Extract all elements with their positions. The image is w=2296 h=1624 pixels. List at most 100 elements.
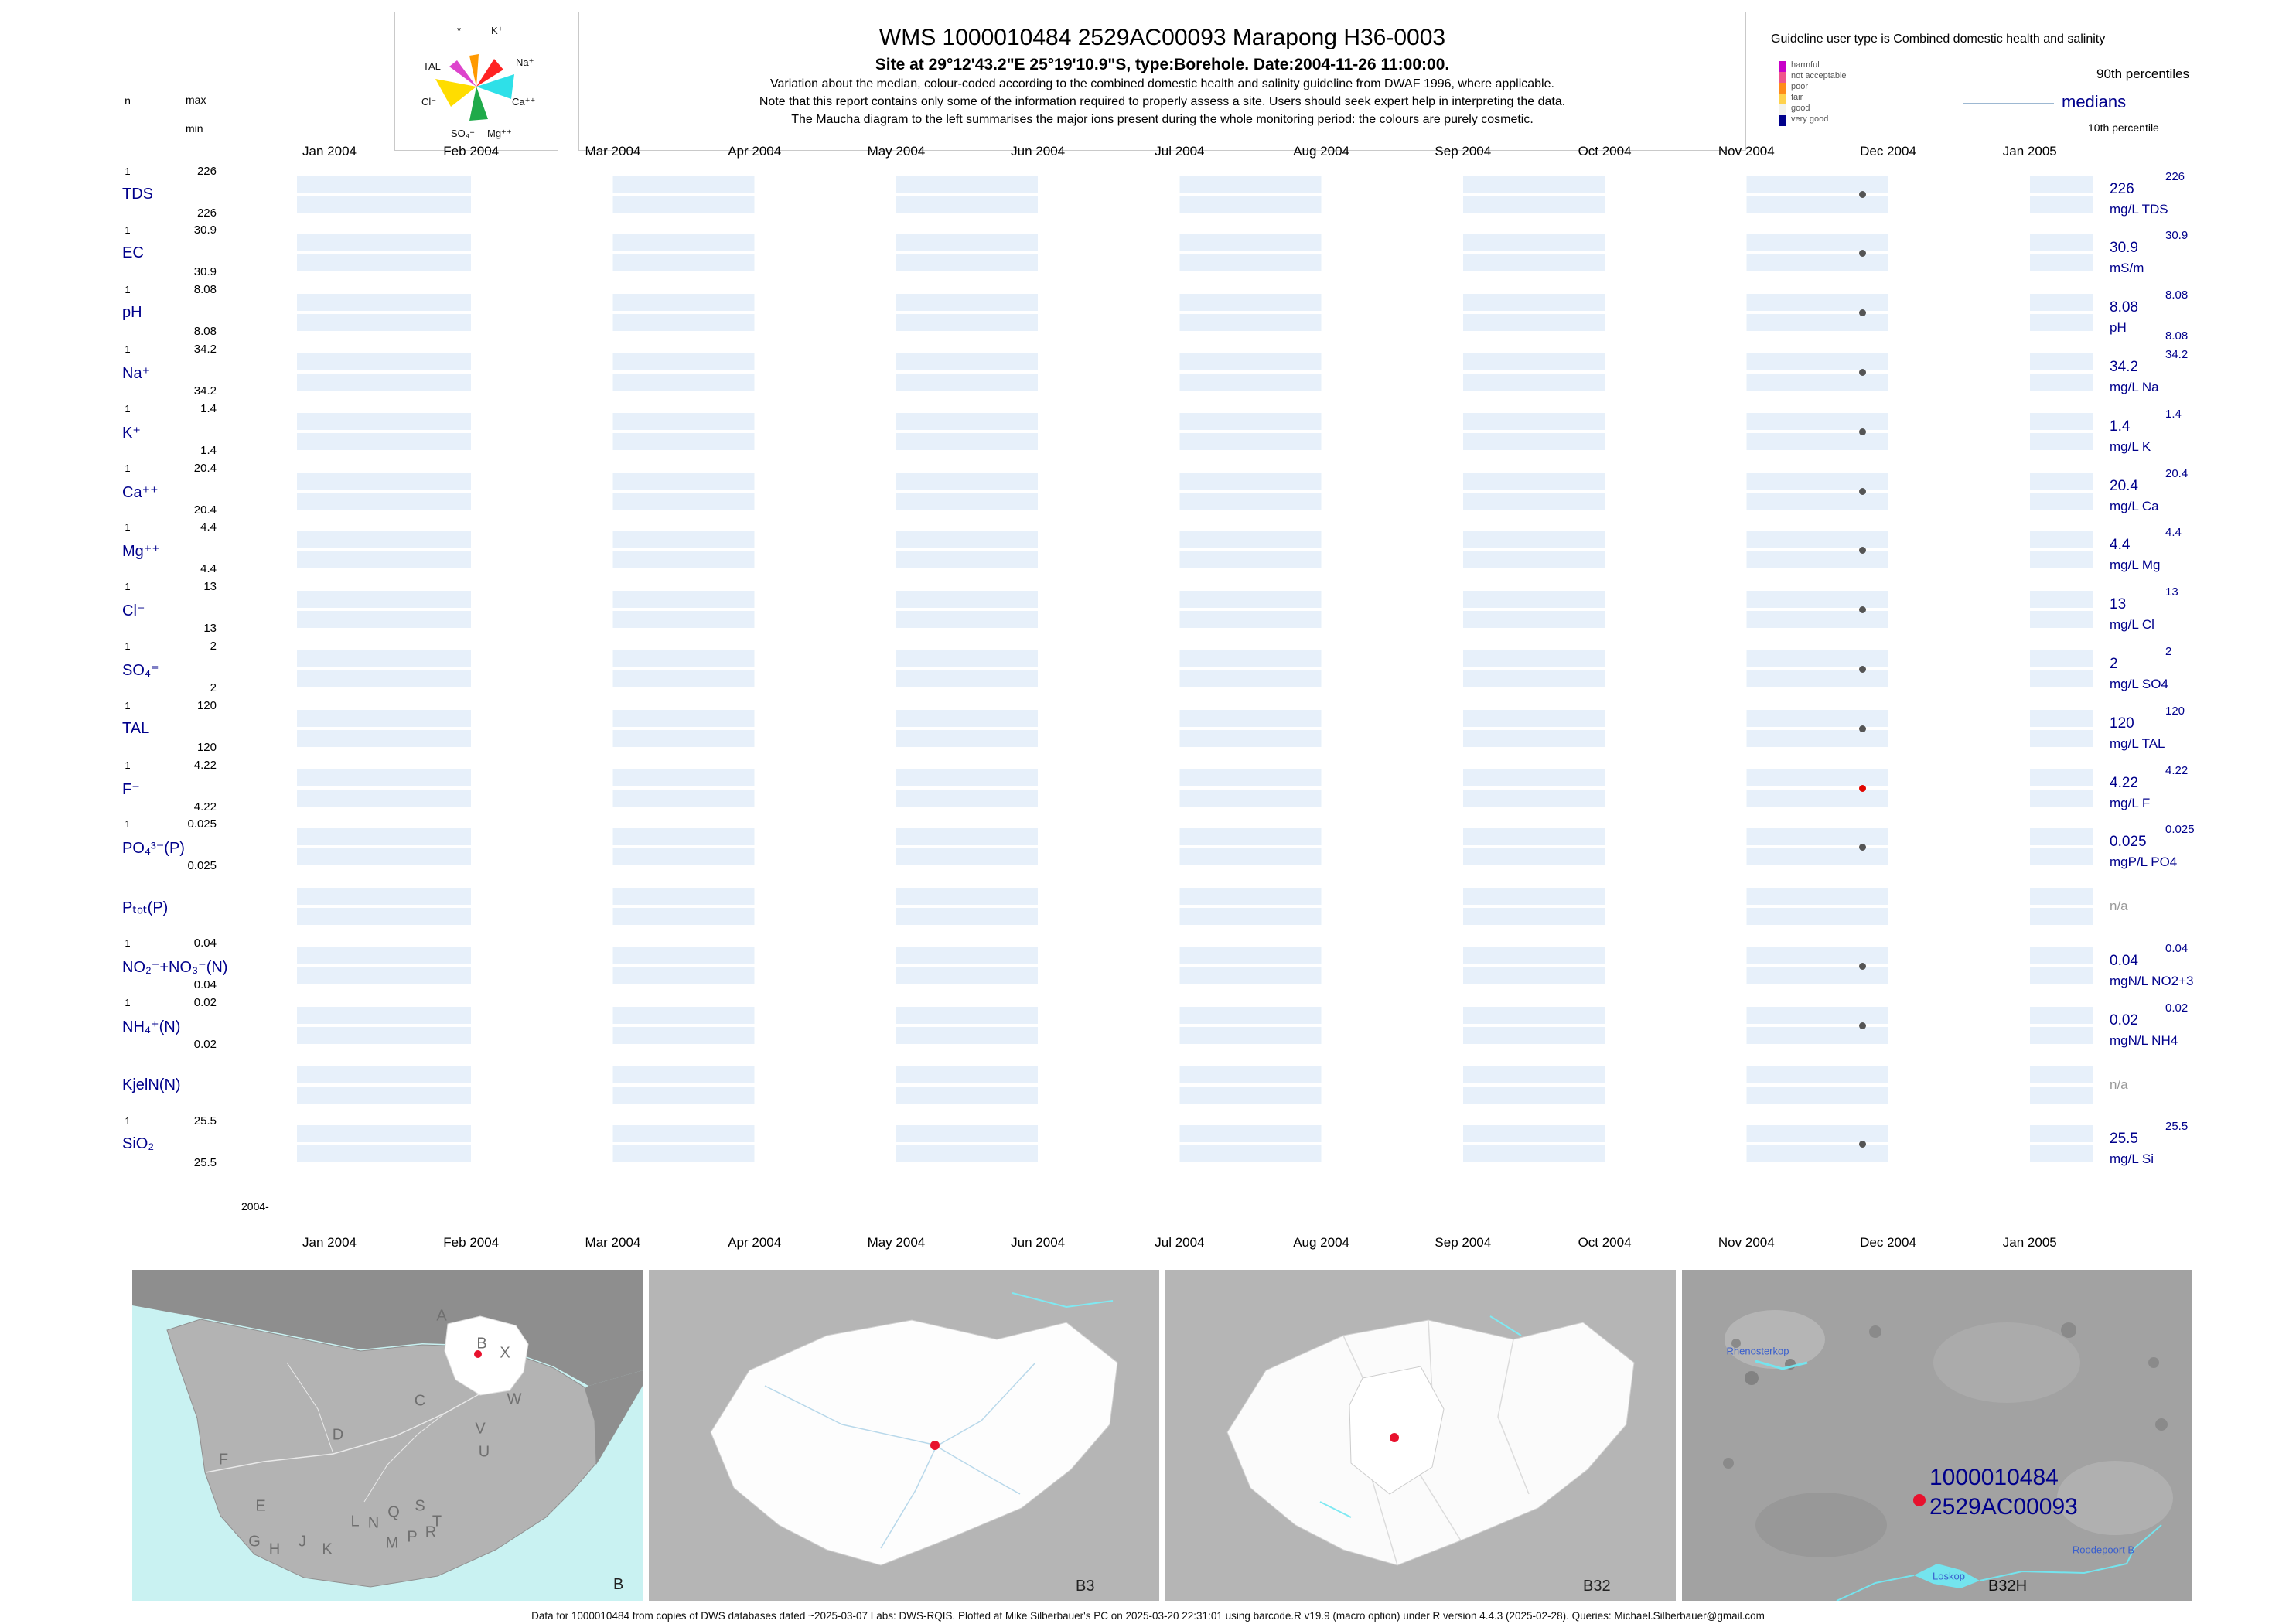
month-label: Oct 2004 [1578, 1235, 1632, 1250]
drainage-region-R: R [425, 1523, 437, 1541]
median-value: 0.025 [2110, 834, 2147, 851]
median-dot [1859, 547, 1866, 554]
sample-count: 1 [125, 402, 131, 415]
drainage-region-L: L [350, 1513, 360, 1530]
drainage-region-X: X [500, 1344, 510, 1362]
month-band-strip [297, 234, 2093, 252]
legend-class-label: good [1791, 104, 1810, 113]
legend-swatch-very-good [1779, 115, 1786, 126]
place-label-roodepoort-b: Roodepoort B [2072, 1544, 2135, 1556]
max-value: 4.22 [193, 758, 217, 772]
param-label: Pₜₒₜ(P) [122, 899, 169, 917]
param-row-f: 1 4.22 4.22 F⁻ 4.22 4.22 mg/L F [0, 759, 2296, 818]
median-dot [1859, 428, 1866, 435]
month-label: Jan 2004 [302, 144, 357, 159]
month-band-strip [297, 1125, 2093, 1143]
drainage-region-T: T [432, 1513, 442, 1530]
p90-value: 0.025 [2165, 823, 2195, 837]
sample-count: 1 [125, 462, 131, 474]
median-value: 30.9 [2110, 240, 2138, 257]
min-value: 13 [203, 622, 217, 636]
p10-legend: 10th percentile [2088, 121, 2159, 134]
south-africa-map-graphic [132, 1270, 643, 1601]
month-band-strip [297, 650, 2093, 667]
month-band-strip [297, 1086, 2093, 1104]
drainage-region-C: C [414, 1392, 426, 1410]
median-value: 2 [2110, 655, 2118, 672]
axis-header-min: min [186, 122, 203, 135]
sample-count: 1 [125, 581, 131, 593]
note-disclaimer: Note that this report contains only some… [759, 95, 1566, 108]
month-label: Jan 2005 [2002, 1235, 2057, 1250]
site-code-label: 2529AC00093 [1929, 1494, 2078, 1520]
p90-value: 4.4 [2165, 526, 2182, 540]
month-label: Feb 2004 [443, 1235, 500, 1250]
month-band-strip [297, 432, 2093, 450]
month-band-strip [297, 828, 2093, 846]
median-value: 25.5 [2110, 1131, 2138, 1148]
month-band-strip [297, 908, 2093, 926]
month-band-strip [297, 472, 2093, 490]
place-label-rhenosterkop: Rhenosterkop [1726, 1345, 1789, 1357]
sample-count: 1 [125, 1115, 131, 1128]
month-label: Nov 2004 [1718, 1235, 1775, 1250]
param-row-cl: 1 13 13 Cl⁻ 13 13 mg/L Cl [0, 580, 2296, 640]
month-band-strip [297, 175, 2093, 193]
drainage-region-S: S [415, 1497, 425, 1515]
drainage-region-A: A [436, 1307, 447, 1325]
min-value: 4.4 [200, 562, 217, 576]
month-band-strip [297, 709, 2093, 727]
guideline-class-labels: harmful not acceptable poor fair good very go… [1791, 60, 1847, 125]
unit-label: mg/L TDS [2110, 201, 2168, 217]
median-dot [1859, 725, 1866, 732]
maucha-ion-mg: Mg⁺⁺ [487, 128, 512, 139]
month-band-strip [297, 1026, 2093, 1044]
median-value: 226 [2110, 180, 2134, 197]
param-label: NH₄⁺(N) [122, 1018, 181, 1035]
medians-pointer-line [1963, 103, 2054, 104]
param-label: Ca⁺⁺ [122, 483, 159, 501]
drainage-region-B: B [476, 1335, 487, 1353]
month-band-strip [297, 314, 2093, 332]
unit-label: mg/L Si [2110, 1151, 2154, 1167]
note-maucha: The Maucha diagram to the left summarise… [791, 113, 1534, 126]
drainage-region-P: P [407, 1528, 418, 1546]
month-band-strip [297, 670, 2093, 687]
report-header: WMS 1000010484 2529AC00093 Marapong H36-… [578, 12, 1746, 151]
page-title: WMS 1000010484 2529AC00093 Marapong H36-… [878, 25, 1446, 50]
month-axis-top: Jan 2004 Feb 2004 Mar 2004 Apr 2004 May 2004… [0, 144, 2296, 161]
param-label: NO₂⁻+NO₃⁻(N) [122, 958, 228, 976]
p90-value: 0.04 [2165, 941, 2189, 955]
b32-map-graphic [1165, 1270, 1676, 1601]
param-label: SiO₂ [122, 1135, 155, 1153]
drainage-region-M: M [385, 1534, 399, 1552]
b32h-map-graphic [1682, 1270, 2192, 1601]
month-axis-bottom: Jan 2004 Feb 2004 Mar 2004 Apr 2004 May 2004… [0, 1235, 2296, 1252]
param-row-ph: 1 8.08 8.08 pH 8.08 8.08 pH 8.08 [0, 283, 2296, 343]
month-band-strip [297, 195, 2093, 213]
month-label: Jul 2004 [1155, 144, 1205, 159]
legend-swatch-not-acceptable [1779, 72, 1786, 83]
param-label: SO₄⁼ [122, 661, 159, 679]
unit-label: mg/L TAL [2110, 735, 2165, 751]
b3-map-graphic [649, 1270, 1159, 1601]
median-dot [1859, 606, 1866, 614]
sample-count: 1 [125, 759, 131, 771]
site-subtitle: Site at 29°12'43.2"E 25°19'10.9"S, type:… [875, 56, 1450, 73]
unit-label: mg/L F [2110, 795, 2151, 810]
month-band-strip [297, 373, 2093, 391]
max-value: 34.2 [193, 342, 217, 356]
param-row-nh4: 1 0.02 0.02 NH₄⁺(N) 0.02 0.02 mgN/L NH4 [0, 996, 2296, 1056]
median-dot [1859, 665, 1866, 673]
maucha-ion-cl: Cl⁻ [421, 96, 437, 107]
month-label: Apr 2004 [728, 144, 782, 159]
param-row-no2no3: 1 0.04 0.04 NO₂⁻+NO₃⁻(N) 0.04 0.04 mgN/L NO2+3 [0, 937, 2296, 996]
param-label: TDS [122, 185, 153, 203]
map-label-b3: B3 [1076, 1578, 1095, 1595]
month-band-strip [297, 967, 2093, 984]
map-catchment-b32: B32 [1165, 1270, 1676, 1601]
na-value: n/a [2110, 1076, 2128, 1092]
min-value: 8.08 [193, 325, 217, 339]
unit-label: mgN/L NO2+3 [2110, 973, 2194, 988]
drainage-region-E: E [255, 1497, 266, 1515]
